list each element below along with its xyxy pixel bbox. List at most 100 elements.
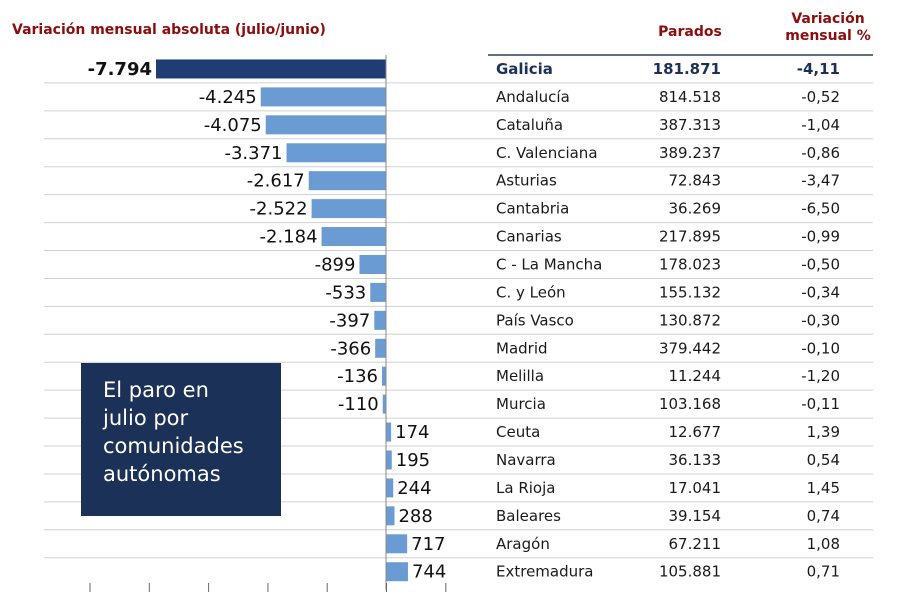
parados-value: 814.518 <box>659 88 721 106</box>
region-name: Andalucía <box>496 88 570 106</box>
parados-value: 105.881 <box>659 563 721 581</box>
bar-andaluc-a <box>260 87 386 107</box>
bar-value-label: 717 <box>411 534 445 555</box>
parados-value: 72.843 <box>669 172 722 190</box>
bar-extremadura <box>386 562 408 582</box>
parados-value: 11.244 <box>669 367 722 385</box>
bar-value-label: -4.245 <box>199 87 257 108</box>
bar-value-label: 288 <box>398 506 432 527</box>
bar-galicia <box>156 59 386 79</box>
info-box-line: autónomas <box>103 462 221 486</box>
region-name: Madrid <box>496 339 548 357</box>
bar-catalu-a <box>265 115 386 135</box>
bar-value-label: -2.522 <box>250 199 308 220</box>
parados-value: 389.237 <box>659 144 721 162</box>
region-name: Galicia <box>496 60 553 78</box>
region-name: Baleares <box>496 507 561 525</box>
variacion-pct-value: -6,50 <box>801 200 840 218</box>
parados-value: 17.041 <box>669 479 722 497</box>
bar-value-label: 195 <box>396 450 430 471</box>
bar-value-label: -2.617 <box>247 171 305 192</box>
variacion-pct-value: -0,99 <box>801 228 840 246</box>
bar-value-label: 174 <box>395 422 429 443</box>
bar-la-rioja <box>386 478 394 498</box>
bar-canarias <box>321 227 386 247</box>
info-box-line: comunidades <box>103 434 244 458</box>
region-name: Extremadura <box>496 563 594 581</box>
region-name: País Vasco <box>496 311 574 329</box>
region-name: La Rioja <box>496 479 555 497</box>
variacion-pct-value: -4,11 <box>797 60 840 78</box>
variacion-pct-value: 1,08 <box>807 535 840 553</box>
bar-value-label: -533 <box>325 282 366 303</box>
variacion-pct-value: 1,39 <box>807 423 840 441</box>
bar-ceuta <box>386 422 392 442</box>
bar-melilla <box>381 366 386 386</box>
column-header-parados: Parados <box>658 24 722 40</box>
column-header-variacion: Variación mensual % <box>768 11 888 45</box>
info-box-line: El paro en <box>103 378 209 402</box>
parados-value: 387.313 <box>659 116 721 134</box>
parados-value: 36.133 <box>669 451 722 469</box>
parados-value: 103.168 <box>659 395 721 413</box>
bar-value-label: -110 <box>338 394 379 415</box>
parados-value: 12.677 <box>669 423 722 441</box>
column-header-variacion-line1: Variación <box>791 11 865 27</box>
variacion-pct-value: -1,04 <box>801 116 840 134</box>
region-name: Ceuta <box>496 423 540 441</box>
region-name: C. y León <box>496 283 566 301</box>
variacion-pct-value: -0,11 <box>801 395 840 413</box>
bar-c-valenciana <box>286 143 386 163</box>
bar-baleares <box>386 506 395 526</box>
parados-value: 130.872 <box>659 311 721 329</box>
parados-value: 181.871 <box>653 60 721 78</box>
bar-madrid <box>375 338 386 358</box>
variacion-pct-value: -0,86 <box>801 144 840 162</box>
bar-asturias <box>308 171 386 191</box>
bar-value-label: -899 <box>315 254 356 275</box>
region-name: C - La Mancha <box>496 255 602 273</box>
region-name: Navarra <box>496 451 556 469</box>
column-header-variacion-line2: mensual % <box>785 28 871 44</box>
variacion-pct-value: -0,50 <box>801 255 840 273</box>
bar-value-label: -7.794 <box>88 59 152 80</box>
parados-value: 217.895 <box>659 228 721 246</box>
variacion-pct-value: -1,20 <box>801 367 840 385</box>
bar-value-label: -3.371 <box>224 143 282 164</box>
parados-value: 36.269 <box>669 200 722 218</box>
bar-value-label: -2.184 <box>260 227 318 248</box>
bar-value-label: 744 <box>412 562 446 583</box>
bar-murcia <box>382 394 386 414</box>
parados-value: 39.154 <box>669 507 722 525</box>
parados-value: 67.211 <box>669 535 722 553</box>
region-name: Cataluña <box>496 116 563 134</box>
region-name: Cantabria <box>496 200 569 218</box>
chart-title: Variación mensual absoluta (julio/junio) <box>12 22 326 38</box>
parados-value: 178.023 <box>659 255 721 273</box>
bar-value-label: -397 <box>329 310 370 331</box>
bar-value-label: 244 <box>397 478 431 499</box>
region-name: Aragón <box>496 535 550 553</box>
parados-value: 155.132 <box>659 283 721 301</box>
variacion-pct-value: -0,10 <box>801 339 840 357</box>
region-name: C. Valenciana <box>496 144 598 162</box>
variacion-pct-value: 0,71 <box>807 563 840 581</box>
region-name: Murcia <box>496 395 546 413</box>
bar-pa-s-vasco <box>374 310 386 330</box>
bar-value-label: -4.075 <box>204 115 262 136</box>
variacion-pct-value: -0,52 <box>801 88 840 106</box>
variacion-pct-value: 0,74 <box>807 507 840 525</box>
bar-c-la-mancha <box>359 254 386 274</box>
variacion-pct-value: -0,30 <box>801 311 840 329</box>
info-box: El paro en julio por comunidades autónom… <box>81 363 281 516</box>
parados-value: 379.442 <box>659 339 721 357</box>
bar-c-y-le-n <box>370 282 386 302</box>
variacion-pct-value: -3,47 <box>801 172 840 190</box>
variacion-pct-value: 1,45 <box>807 479 840 497</box>
bar-arag-n <box>386 534 408 554</box>
region-name: Canarias <box>496 228 562 246</box>
bar-value-label: -136 <box>337 366 378 387</box>
region-name: Melilla <box>496 367 544 385</box>
variacion-pct-value: 0,54 <box>807 451 840 469</box>
info-box-line: julio por <box>103 406 189 430</box>
